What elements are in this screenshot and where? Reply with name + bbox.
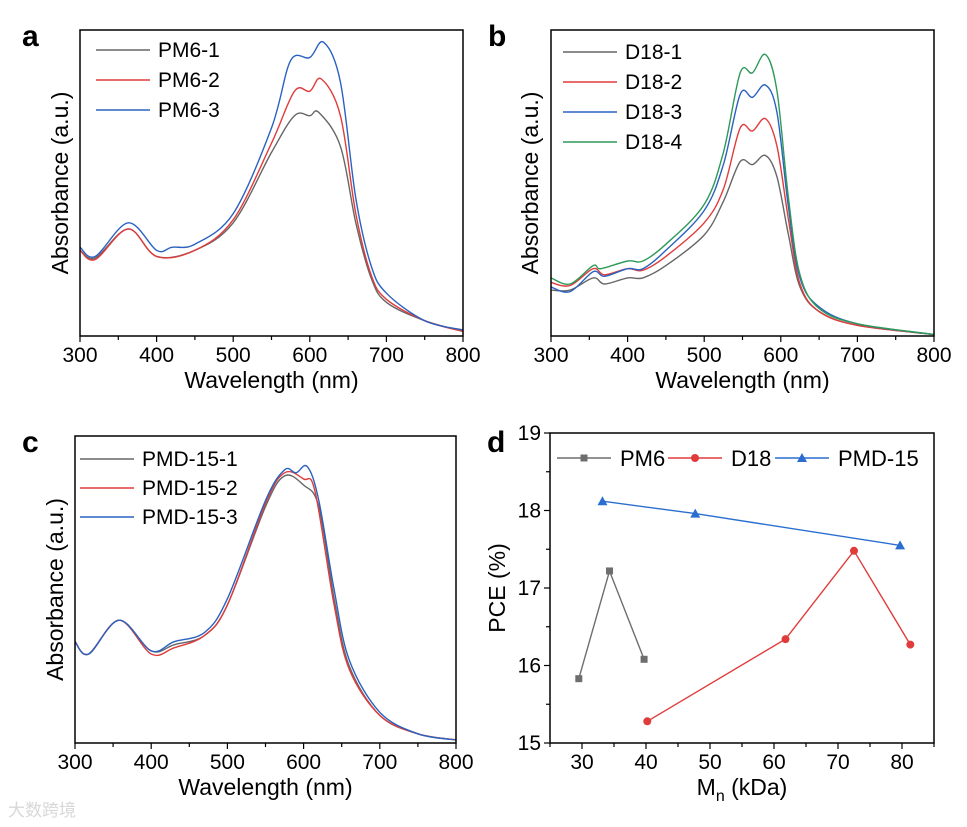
y-axis-label: Absorbance (a.u.) bbox=[517, 92, 543, 275]
x-axis-label: Wavelength (nm) bbox=[184, 367, 358, 393]
x-tick-label: 800 bbox=[445, 344, 480, 367]
x-tick-label: 700 bbox=[369, 344, 404, 367]
panel-label: b bbox=[488, 20, 506, 53]
panel-label: c bbox=[22, 426, 39, 459]
x-axis-label: Wavelength (nm) bbox=[655, 367, 829, 393]
data-point-d18 bbox=[850, 546, 858, 555]
data-point-pmd-15 bbox=[895, 540, 906, 550]
series-line-pmd-15 bbox=[602, 500, 901, 547]
series-line-d18-1 bbox=[550, 154, 935, 336]
series-line-d18-4 bbox=[550, 53, 935, 336]
legend-marker bbox=[797, 453, 807, 462]
legend-label: PM6-1 bbox=[158, 39, 220, 62]
legend-marker bbox=[691, 454, 699, 462]
legend-label: D18-1 bbox=[625, 41, 682, 64]
data-point-pmd-15 bbox=[690, 508, 701, 518]
x-axis-label: Wavelength (nm) bbox=[178, 774, 352, 800]
legend-label: PMD-15-3 bbox=[142, 506, 238, 529]
series-line-pmd-15-3 bbox=[74, 464, 457, 741]
x-axis-label: Mn (kDa) bbox=[697, 774, 788, 805]
panel-a: a 300 400 500 600 700 800 Wavelength (nm) Absorb… bbox=[22, 20, 481, 393]
data-point-pm6 bbox=[606, 567, 614, 575]
y-tick-label: 15 bbox=[518, 732, 541, 755]
data-point-pm6 bbox=[575, 675, 583, 683]
x-tick-label: 600 bbox=[292, 344, 327, 367]
x-tick-label: 300 bbox=[62, 344, 97, 367]
x-tick-label: 80 bbox=[890, 751, 913, 774]
legend-label: PMD-15-1 bbox=[142, 448, 238, 471]
x-tick-label: 700 bbox=[840, 344, 875, 367]
series-line-pmd-15-2 bbox=[74, 470, 457, 741]
x-tick-label: 70 bbox=[826, 751, 849, 774]
panel-b: b 300 400 500 600 700 800 Wavelength (nm) Absorb… bbox=[488, 20, 952, 393]
legend-label: PM6-3 bbox=[158, 99, 220, 122]
x-axis-label-unit: (kDa) bbox=[725, 774, 788, 800]
data-point-d18 bbox=[643, 717, 652, 726]
series-line-d18 bbox=[646, 549, 911, 722]
x-tick-label: 600 bbox=[763, 344, 798, 367]
x-tick-label: 400 bbox=[134, 751, 169, 774]
y-tick-label: 17 bbox=[518, 577, 541, 600]
x-tick-label: 50 bbox=[698, 751, 721, 774]
plot-frame bbox=[549, 432, 935, 744]
x-tick-label: 800 bbox=[916, 344, 951, 367]
panel-label: d bbox=[487, 426, 505, 459]
series-line-pmd-15-1 bbox=[74, 474, 457, 741]
legend-label: PM6 bbox=[620, 446, 665, 471]
x-tick-label: 600 bbox=[286, 751, 321, 774]
x-tick-label: 300 bbox=[57, 751, 92, 774]
series-line-d18-3 bbox=[550, 84, 935, 336]
x-axis-label-subscript: n bbox=[716, 788, 725, 805]
data-point-d18 bbox=[906, 640, 915, 649]
y-tick-label: 18 bbox=[518, 500, 541, 523]
x-tick-label: 500 bbox=[687, 344, 722, 367]
y-axis-label: Absorbance (a.u.) bbox=[42, 498, 68, 681]
legend-marker bbox=[580, 454, 588, 462]
y-tick-label: 19 bbox=[518, 422, 541, 445]
y-tick-label: 16 bbox=[518, 655, 541, 678]
x-tick-label: 30 bbox=[570, 751, 593, 774]
x-tick-label: 700 bbox=[362, 751, 397, 774]
series-line-pm6-2 bbox=[79, 77, 464, 333]
panel-label: a bbox=[22, 20, 39, 53]
watermark: 大数跨境 bbox=[8, 801, 76, 821]
y-axis-label: Absorbance (a.u.) bbox=[47, 92, 73, 275]
legend-label: D18-2 bbox=[625, 71, 682, 94]
panel-d: d 30 40 50 60 70 80 15 16 17 18 19 Mn (kDa) PCE (%) PM… bbox=[484, 422, 935, 805]
x-tick-label: 60 bbox=[762, 751, 785, 774]
x-tick-label: 800 bbox=[438, 751, 473, 774]
plot-frame bbox=[74, 435, 457, 744]
legend-label: D18-3 bbox=[625, 101, 682, 124]
x-tick-label: 500 bbox=[210, 751, 245, 774]
y-axis-label: PCE (%) bbox=[484, 543, 510, 632]
legend-label: PMD-15-2 bbox=[142, 477, 238, 500]
data-point-d18 bbox=[781, 635, 790, 644]
data-point-pm6 bbox=[640, 655, 648, 663]
series-line-d18-2 bbox=[550, 117, 935, 336]
legend-label: D18 bbox=[731, 446, 771, 471]
x-tick-label: 500 bbox=[216, 344, 251, 367]
legend-label: D18-4 bbox=[625, 131, 683, 154]
series-line-pm6-3 bbox=[79, 40, 464, 331]
x-tick-label: 300 bbox=[533, 344, 568, 367]
series-line-pm6 bbox=[578, 568, 645, 679]
panel-c: c 300 400 500 600 700 800 Wavelength (nm) Absorb… bbox=[22, 426, 474, 800]
legend-label: PMD-15 bbox=[838, 446, 919, 471]
legend-label: PM6-2 bbox=[158, 69, 220, 92]
plot-frame bbox=[79, 29, 464, 337]
x-tick-label: 400 bbox=[610, 344, 645, 367]
x-tick-label: 400 bbox=[139, 344, 174, 367]
data-point-pmd-15 bbox=[597, 496, 608, 506]
plot-frame bbox=[550, 29, 935, 337]
x-tick-label: 40 bbox=[634, 751, 657, 774]
